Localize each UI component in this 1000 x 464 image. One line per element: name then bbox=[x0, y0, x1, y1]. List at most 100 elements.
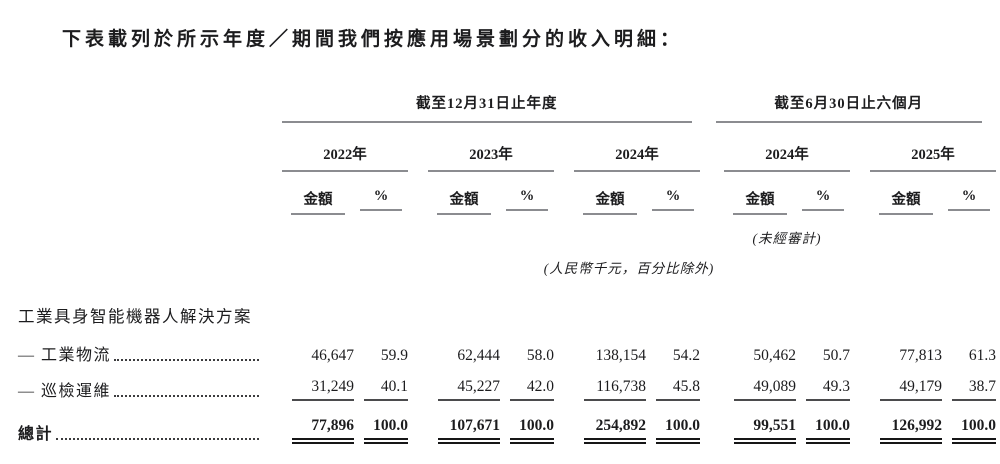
cell-amount: 62,444 bbox=[457, 347, 500, 364]
cell-value: 45,227 bbox=[438, 378, 500, 401]
cell-pct: 54.2 bbox=[672, 347, 700, 364]
cell-amount: 49,179 bbox=[870, 378, 942, 401]
total-label-text: 總計 bbox=[18, 426, 54, 443]
cell-pct: 45.8 bbox=[646, 378, 700, 401]
col-group-interim: 截至6月30日止六個月 bbox=[715, 92, 982, 123]
section-header: 工業具身智能機器人解決方案 bbox=[18, 303, 252, 327]
cell-pct: 40.1 bbox=[354, 378, 408, 401]
amount-header: 金額 bbox=[282, 188, 354, 215]
subheader-group-2025: 金額 % bbox=[870, 188, 996, 215]
amount-header: 金額 bbox=[724, 188, 796, 215]
total-value: 100.0 bbox=[806, 417, 850, 444]
table-row-industrial-logistics: — 工業物流 46,647 59.9 62,444 58.0 138,154 5… bbox=[18, 341, 996, 365]
row-label-text: — 工業物流 bbox=[18, 347, 112, 364]
cell-value: 49,179 bbox=[880, 378, 942, 401]
total-value: 100.0 bbox=[364, 417, 408, 444]
pct-header: % bbox=[646, 188, 700, 215]
cell-pct: 49.3 bbox=[796, 378, 850, 401]
cell-value: 116,738 bbox=[584, 378, 646, 401]
pct-header: % bbox=[796, 188, 850, 215]
subheader-group-2023: 金額 % bbox=[428, 188, 554, 215]
pct-header-label: % bbox=[360, 188, 402, 211]
year-header-2024: 2024年 bbox=[574, 143, 700, 172]
row-label-text: — 巡檢運維 bbox=[18, 383, 112, 400]
dot-leader bbox=[114, 395, 259, 397]
cell-pct: 38.7 bbox=[942, 378, 996, 401]
year-header-2022: 2022年 bbox=[282, 143, 408, 172]
row-label: — 工業物流 bbox=[18, 341, 262, 365]
cell-value: 38.7 bbox=[952, 378, 996, 401]
pct-header: % bbox=[500, 188, 554, 215]
total-value: 107,671 bbox=[438, 417, 500, 444]
pct-header: % bbox=[354, 188, 408, 215]
cell-amount: 77,896 bbox=[282, 417, 354, 444]
subheader-group-2024: 金額 % bbox=[574, 188, 700, 215]
section-header-label: 工業具身智能機器人解決方案 bbox=[18, 307, 252, 326]
table-subheader-row: 金額 % 金額 % 金額 % 金額 % 金額 % bbox=[18, 188, 990, 215]
total-value: 126,992 bbox=[880, 417, 942, 444]
cell-pct: 59.9 bbox=[380, 347, 408, 364]
amount-header: 金額 bbox=[428, 188, 500, 215]
cell-amount: 49,089 bbox=[724, 378, 796, 401]
cell-pct: 100.0 bbox=[942, 417, 996, 444]
pct-header-label: % bbox=[948, 188, 990, 211]
cell-pct: 100.0 bbox=[500, 417, 554, 444]
cell-value: 49,089 bbox=[734, 378, 796, 401]
total-value: 99,551 bbox=[734, 417, 796, 444]
subheader-group-2022: 金額 % bbox=[282, 188, 408, 215]
pct-header-label: % bbox=[802, 188, 844, 211]
revenue-breakdown-table: 截至12月31日止年度 截至6月30日止六個月 2022年 2023年 2024… bbox=[18, 92, 996, 444]
unit-note: (人民幣千元，百分比除外) bbox=[543, 261, 715, 276]
row-label: — 巡檢運維 bbox=[18, 377, 262, 401]
page-title: 下表載列於所示年度／期間我們按應用場景劃分的收入明細： bbox=[62, 29, 684, 50]
pct-header: % bbox=[942, 188, 996, 215]
section-header-row: 工業具身智能機器人解決方案 bbox=[18, 303, 982, 327]
dot-leader bbox=[114, 359, 259, 361]
table-row-inspection-maintenance: — 巡檢運維 31,249 40.1 45,227 42.0 116,738 4… bbox=[18, 377, 996, 401]
amount-header-label: 金額 bbox=[733, 188, 787, 215]
amount-header-label: 金額 bbox=[583, 188, 637, 215]
cell-value: 45.8 bbox=[656, 378, 700, 401]
cell-pct: 50.7 bbox=[822, 347, 850, 364]
dot-leader bbox=[56, 438, 259, 440]
unit-note-row: (人民幣千元，百分比除外) bbox=[18, 257, 982, 277]
cell-pct: 58.0 bbox=[526, 347, 554, 364]
cell-value: 49.3 bbox=[806, 378, 850, 401]
amount-header-label: 金額 bbox=[879, 188, 933, 215]
table-group-header-row: 截至12月31日止年度 截至6月30日止六個月 bbox=[18, 92, 982, 123]
unaudited-note-row: (未經審計) bbox=[18, 227, 982, 247]
subheader-group-2024-interim: 金額 % bbox=[724, 188, 850, 215]
total-value: 254,892 bbox=[584, 417, 646, 444]
pct-header-label: % bbox=[652, 188, 694, 211]
year-header-2025: 2025年 bbox=[870, 143, 996, 172]
total-value: 77,896 bbox=[292, 417, 354, 444]
row-label: 總計 bbox=[18, 420, 262, 444]
total-value: 100.0 bbox=[510, 417, 554, 444]
table-year-header-row: 2022年 2023年 2024年 2024年 2025年 bbox=[18, 143, 996, 172]
cell-pct: 61.3 bbox=[968, 347, 996, 364]
amount-header-label: 金額 bbox=[291, 188, 345, 215]
cell-pct: 100.0 bbox=[646, 417, 700, 444]
cell-value: 40.1 bbox=[364, 378, 408, 401]
cell-amount: 138,154 bbox=[595, 347, 646, 364]
amount-header-label: 金額 bbox=[437, 188, 491, 215]
cell-pct: 100.0 bbox=[354, 417, 408, 444]
total-value: 100.0 bbox=[656, 417, 700, 444]
cell-amount: 46,647 bbox=[311, 347, 354, 364]
year-header-2023: 2023年 bbox=[428, 143, 554, 172]
cell-amount: 107,671 bbox=[428, 417, 500, 444]
unaudited-note: (未經審計) bbox=[752, 231, 822, 246]
cell-amount: 50,462 bbox=[753, 347, 796, 364]
cell-amount: 45,227 bbox=[428, 378, 500, 401]
cell-amount: 126,992 bbox=[870, 417, 942, 444]
amount-header: 金額 bbox=[574, 188, 646, 215]
cell-pct: 100.0 bbox=[796, 417, 850, 444]
cell-pct: 42.0 bbox=[500, 378, 554, 401]
table-row-total: 總計 77,896 100.0 107,671 100.0 254,892 10… bbox=[18, 417, 996, 444]
cell-value: 42.0 bbox=[510, 378, 554, 401]
year-header-2024-interim: 2024年 bbox=[724, 143, 850, 172]
pct-header-label: % bbox=[506, 188, 548, 211]
cell-amount: 99,551 bbox=[724, 417, 796, 444]
cell-amount: 116,738 bbox=[574, 378, 646, 401]
